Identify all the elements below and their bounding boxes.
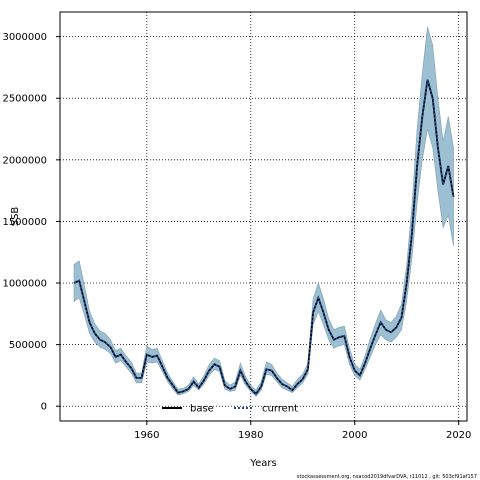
x-tick-label: 1980 (238, 430, 263, 441)
y-tick-label: 500000 (9, 340, 47, 351)
y-axis-title: SSB (10, 207, 21, 227)
legend-label-current: current (262, 404, 298, 415)
confidence-band-layer (73, 26, 454, 397)
legend-label-base: base (190, 404, 214, 415)
axis-ticks-layer: 1960 1980 2000 2020 0 500000 1000000 1500000 200… (2, 32, 471, 441)
x-tick-label: 2000 (342, 430, 367, 441)
series-lines-layer (73, 79, 455, 396)
x-tick-label: 2020 (446, 430, 471, 441)
footer-note: stockassessment.org, nsacod2019dfvarDVA,… (297, 474, 477, 480)
y-tick-label: 2500000 (2, 94, 47, 105)
series-line-base (73, 79, 455, 396)
y-tick-label: 1500000 (2, 217, 47, 228)
confidence-band (73, 26, 454, 397)
legend: base current (162, 404, 298, 415)
grid-lines (60, 12, 467, 421)
x-axis-title: Years (249, 458, 276, 469)
y-tick-label: 2000000 (2, 155, 47, 166)
x-tick-label: 1960 (134, 430, 159, 441)
y-tick-label: 0 (41, 402, 47, 413)
series-line-current (73, 79, 455, 396)
plot-frame (59, 11, 468, 422)
y-tick-label: 1000000 (2, 279, 47, 290)
y-tick-label: 3000000 (2, 32, 47, 43)
